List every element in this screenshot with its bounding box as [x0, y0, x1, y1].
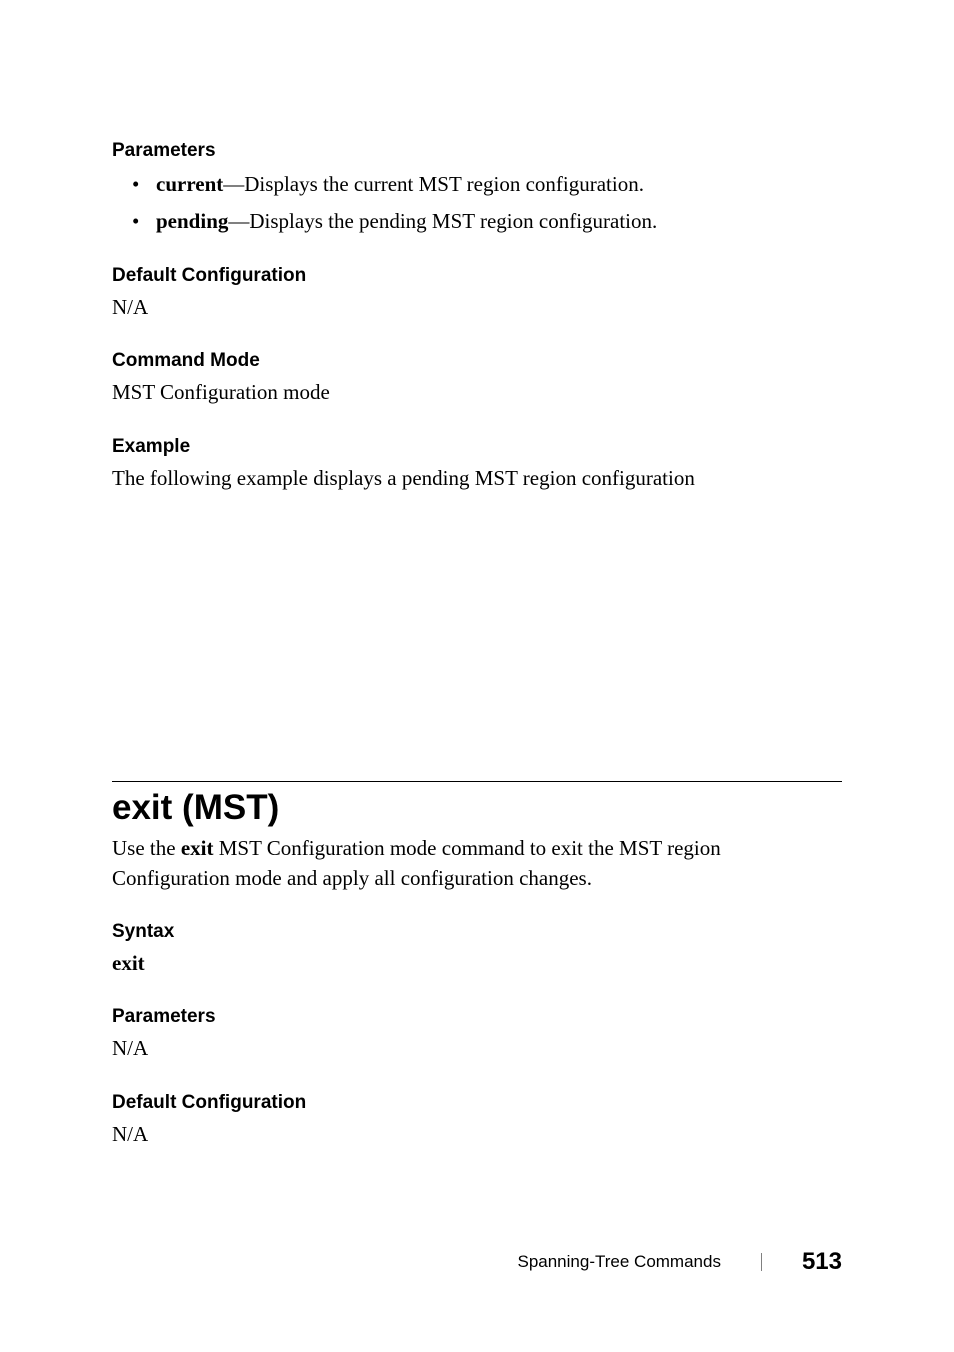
bullet-desc: —Displays the pending MST region configu… [228, 209, 657, 233]
bullet-desc: —Displays the current MST region configu… [223, 172, 644, 196]
list-item: pending—Displays the pending MST region … [156, 205, 842, 238]
example-heading: Example [112, 436, 842, 458]
parameters-section: Parameters current—Displays the current … [112, 140, 842, 237]
command-mode-body: MST Configuration mode [112, 378, 842, 407]
footer-page-number: 513 [802, 1248, 842, 1276]
default-config-section-2: Default Configuration N/A [112, 1092, 842, 1149]
bullet-term: pending [156, 209, 228, 233]
parameters-body-2: N/A [112, 1034, 842, 1063]
footer-chapter: Spanning-Tree Commands [517, 1252, 720, 1272]
command-mode-heading: Command Mode [112, 350, 842, 372]
desc-pre: Use the [112, 836, 181, 860]
default-config-section: Default Configuration N/A [112, 265, 842, 322]
parameters-section-2: Parameters N/A [112, 1006, 842, 1063]
command-title: exit (MST) [112, 788, 842, 828]
desc-bold: exit [181, 836, 214, 860]
list-item: current—Displays the current MST region … [156, 168, 842, 201]
spacer [112, 521, 842, 781]
syntax-section: Syntax exit [112, 921, 842, 978]
command-mode-section: Command Mode MST Configuration mode [112, 350, 842, 407]
syntax-heading: Syntax [112, 921, 842, 943]
bullet-term: current [156, 172, 223, 196]
example-body: The following example displays a pending… [112, 464, 842, 493]
command-description: Use the exit MST Configuration mode comm… [112, 834, 842, 893]
default-config-body-2: N/A [112, 1120, 842, 1149]
footer-separator [761, 1253, 762, 1271]
parameters-heading-2: Parameters [112, 1006, 842, 1028]
default-config-heading-2: Default Configuration [112, 1092, 842, 1114]
default-config-body: N/A [112, 293, 842, 322]
syntax-body: exit [112, 949, 842, 978]
default-config-heading: Default Configuration [112, 265, 842, 287]
title-rule [112, 781, 842, 782]
example-section: Example The following example displays a… [112, 436, 842, 493]
parameters-list: current—Displays the current MST region … [112, 168, 842, 237]
page-footer: Spanning-Tree Commands 513 [517, 1248, 842, 1276]
parameters-heading: Parameters [112, 140, 842, 162]
